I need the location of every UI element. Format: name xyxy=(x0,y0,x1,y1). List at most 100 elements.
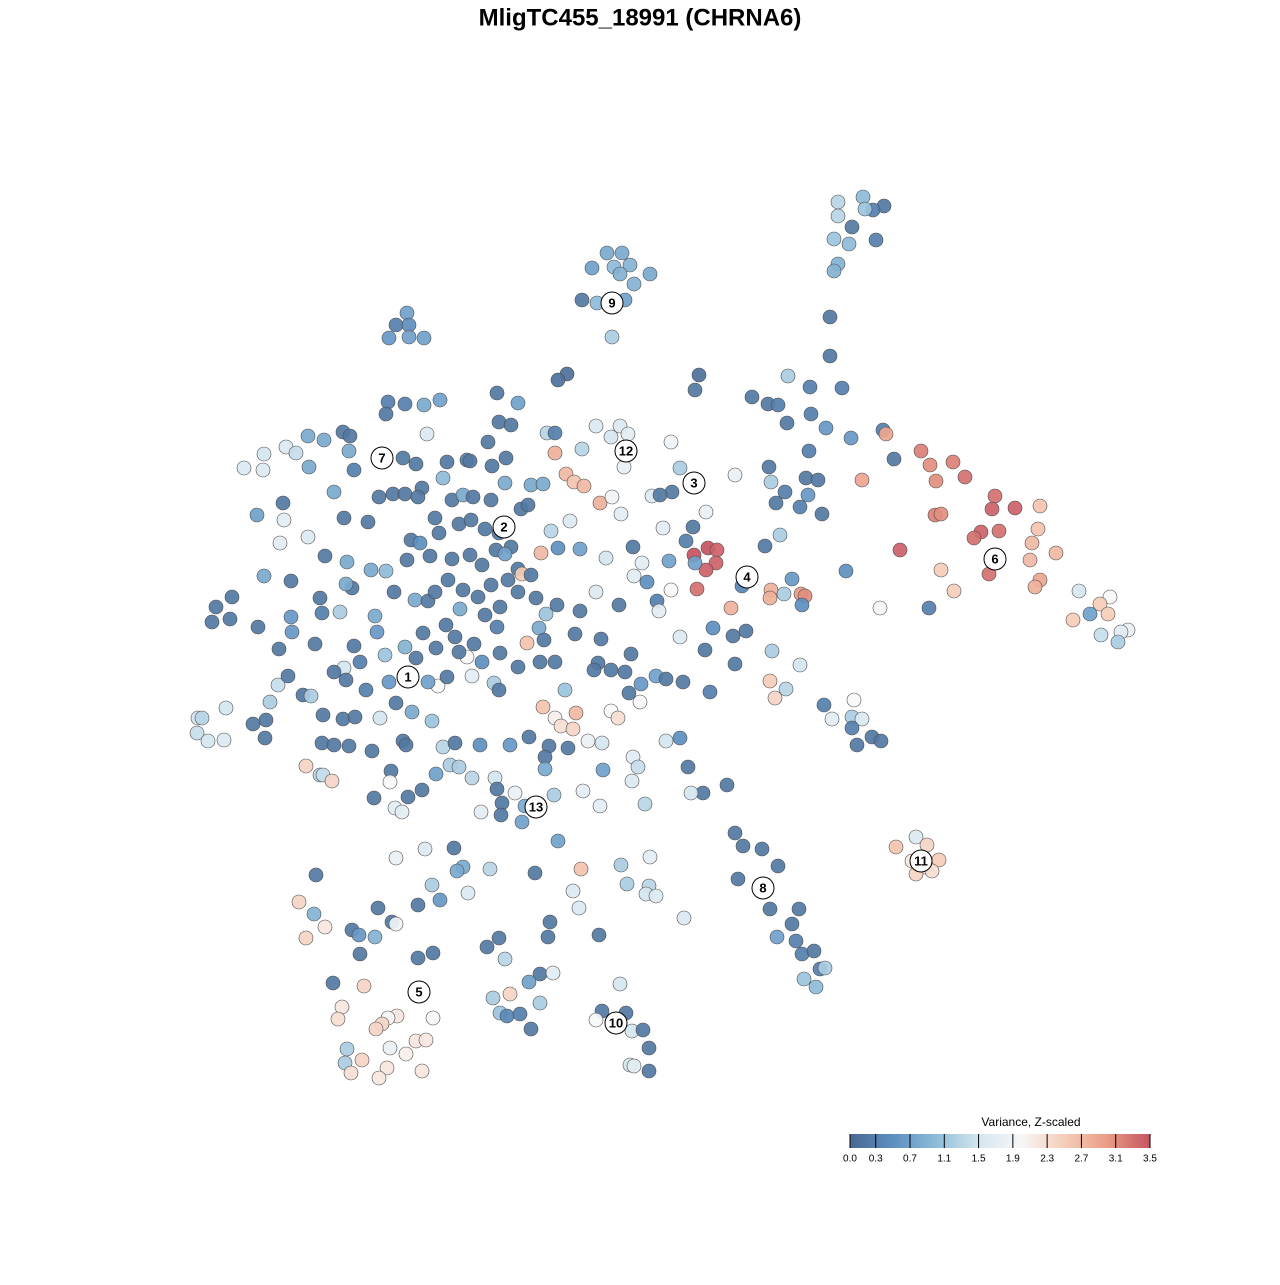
point xyxy=(768,495,784,511)
point xyxy=(946,583,962,599)
point xyxy=(572,541,588,557)
point xyxy=(398,737,414,753)
point xyxy=(503,417,519,433)
point xyxy=(1022,552,1038,568)
point xyxy=(489,781,505,797)
cluster-label: 10 xyxy=(609,1015,623,1030)
point xyxy=(1102,589,1118,605)
point xyxy=(419,426,435,442)
point xyxy=(761,459,777,475)
point xyxy=(810,472,826,488)
point xyxy=(592,798,608,814)
point xyxy=(366,790,382,806)
point xyxy=(463,512,479,528)
point xyxy=(672,730,688,746)
point xyxy=(414,1063,430,1079)
point xyxy=(412,535,428,551)
point xyxy=(341,443,357,459)
point xyxy=(803,406,819,422)
point xyxy=(189,725,205,741)
point xyxy=(727,467,743,483)
point xyxy=(216,732,232,748)
point xyxy=(562,513,578,529)
point xyxy=(315,707,331,723)
cluster-marker xyxy=(983,547,1007,571)
cluster-label: 11 xyxy=(914,853,928,868)
point xyxy=(386,584,402,600)
points xyxy=(189,189,1136,1086)
point xyxy=(663,434,679,450)
point xyxy=(432,892,448,908)
point xyxy=(500,572,516,588)
point xyxy=(482,861,498,877)
point xyxy=(347,709,363,725)
point xyxy=(794,597,810,613)
point xyxy=(507,785,523,801)
point xyxy=(1048,545,1064,561)
point xyxy=(772,527,788,543)
point xyxy=(913,443,929,459)
point xyxy=(492,599,508,615)
point xyxy=(424,713,440,729)
point xyxy=(619,876,635,892)
point xyxy=(535,699,551,715)
point xyxy=(822,309,838,325)
point xyxy=(776,586,792,602)
point xyxy=(683,785,699,801)
point xyxy=(439,454,455,470)
point xyxy=(792,657,808,673)
point xyxy=(830,194,846,210)
point xyxy=(307,636,323,652)
point xyxy=(808,979,824,995)
point xyxy=(523,567,539,583)
point xyxy=(1100,606,1116,622)
cluster-marker xyxy=(600,291,624,315)
point xyxy=(705,620,721,636)
point xyxy=(612,976,628,992)
point xyxy=(416,397,432,413)
point xyxy=(725,628,741,644)
point xyxy=(360,514,376,530)
point xyxy=(543,523,559,539)
point xyxy=(794,946,810,962)
point xyxy=(639,574,655,590)
point xyxy=(255,462,271,478)
colorbar-tick-label: 2.3 xyxy=(1040,1154,1054,1165)
point xyxy=(796,971,812,987)
point xyxy=(547,445,563,461)
point xyxy=(966,530,982,546)
point xyxy=(754,841,770,857)
point xyxy=(418,1032,434,1048)
point xyxy=(987,488,1003,504)
point xyxy=(460,885,476,901)
point xyxy=(326,737,342,753)
point xyxy=(493,807,509,823)
point xyxy=(346,638,362,654)
point xyxy=(368,1021,384,1037)
point xyxy=(489,385,505,401)
point xyxy=(451,644,467,660)
point xyxy=(625,539,641,555)
point xyxy=(617,664,633,680)
point xyxy=(574,292,590,308)
point xyxy=(377,647,393,663)
point xyxy=(727,825,743,841)
point xyxy=(245,716,261,732)
colorbar-tick-label: 1.9 xyxy=(1006,1154,1020,1165)
point xyxy=(545,965,561,981)
cluster-label: 9 xyxy=(608,295,615,310)
point xyxy=(326,484,342,500)
point xyxy=(527,865,543,881)
point xyxy=(283,573,299,589)
point xyxy=(498,450,514,466)
point xyxy=(613,506,629,522)
point xyxy=(818,420,834,436)
point xyxy=(369,624,385,640)
point xyxy=(367,608,383,624)
point xyxy=(358,682,374,698)
point xyxy=(317,919,333,935)
point xyxy=(464,770,480,786)
point xyxy=(521,729,537,745)
point xyxy=(816,697,832,713)
